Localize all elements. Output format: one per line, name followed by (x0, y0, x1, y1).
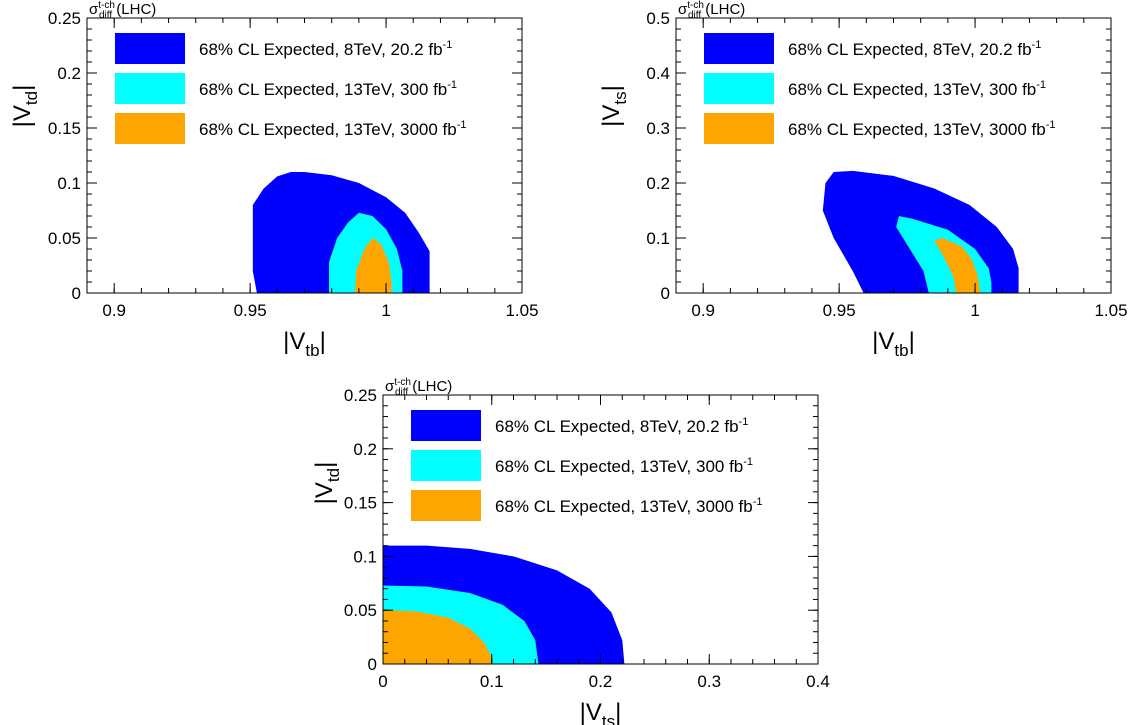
x-tick-label: 1.05 (505, 301, 538, 320)
legend-label-2: 68% CL Expected, 13TeV, 3000 fb-1 (199, 119, 467, 139)
x-tick-label: 1.05 (1094, 301, 1127, 320)
y-tick-label: 0.2 (646, 174, 670, 193)
legend-label-2: 68% CL Expected, 13TeV, 3000 fb-1 (495, 496, 763, 516)
chart-vtd-vs-vtb: 0.9 0.95 1 1.05 0 0.05 0.1 0.15 0.2 0.25 σt-ch diff… (9, 0, 539, 360)
y-tick-label: 0.15 (344, 494, 377, 513)
legend-label-0: 68% CL Expected, 8TeV, 20.2 fb-1 (788, 39, 1041, 59)
legend-label-2: 68% CL Expected, 13TeV, 3000 fb-1 (788, 119, 1056, 139)
x-tick-label: 1 (381, 301, 390, 320)
y-tick-label: 0.05 (344, 601, 377, 620)
x-axis-label: |Vts| (580, 699, 622, 725)
contour-region-2 (934, 238, 981, 293)
x-axis-label: |Vtb| (283, 328, 326, 360)
y-tick-label: 0 (661, 284, 670, 303)
chart-header: σt-ch diff (LHC) (678, 0, 745, 21)
legend-swatch-1 (115, 73, 185, 104)
y-tick-label: 0.2 (353, 440, 377, 459)
legend-swatch-2 (411, 490, 481, 521)
legend-swatch-1 (704, 73, 774, 104)
y-tick-label: 0.2 (57, 64, 81, 83)
y-axis-label: |Vtd| (9, 85, 41, 128)
y-tick-label: 0.05 (48, 229, 81, 248)
y-tick-label: 0.1 (353, 547, 377, 566)
y-tick-label: 0.15 (48, 119, 81, 138)
chart-header: σt-ch diff (LHC) (89, 0, 156, 21)
x-tick-label: 0.95 (823, 301, 856, 320)
y-tick-label: 0.1 (646, 229, 670, 248)
x-tick-label: 0.4 (806, 672, 830, 691)
x-axis-label: |Vtb| (872, 328, 915, 360)
x-tick-label: 0.9 (691, 301, 715, 320)
legend-swatch-0 (411, 410, 481, 441)
x-tick-label: 0 (378, 672, 387, 691)
chart-header: σt-ch diff (LHC) (385, 377, 452, 398)
y-tick-label: 0.5 (646, 9, 670, 28)
y-tick-label: 0.4 (646, 64, 670, 83)
x-tick-label: 0.1 (480, 672, 504, 691)
contour-region-2 (383, 610, 492, 664)
x-tick-label: 1 (970, 301, 979, 320)
legend-label-0: 68% CL Expected, 8TeV, 20.2 fb-1 (199, 39, 452, 59)
y-tick-label: 0 (368, 655, 377, 674)
legend-label-1: 68% CL Expected, 13TeV, 300 fb-1 (495, 456, 753, 476)
y-axis-label: |Vts| (598, 85, 630, 127)
legend-swatch-2 (115, 113, 185, 144)
legend-swatch-1 (411, 450, 481, 481)
y-tick-label: 0 (72, 284, 81, 303)
contour-region-2 (354, 238, 392, 293)
legend-swatch-0 (115, 33, 185, 64)
y-tick-label: 0.3 (646, 119, 670, 138)
legend-label-0: 68% CL Expected, 8TeV, 20.2 fb-1 (495, 416, 748, 436)
y-axis-label: |Vtd| (311, 462, 343, 505)
y-tick-label: 0.25 (344, 386, 377, 405)
x-tick-label: 0.2 (589, 672, 613, 691)
x-tick-label: 0.3 (697, 672, 721, 691)
y-tick-label: 0.25 (48, 9, 81, 28)
x-tick-label: 0.95 (234, 301, 267, 320)
y-tick-label: 0.1 (57, 174, 81, 193)
legend-swatch-0 (704, 33, 774, 64)
legend-label-1: 68% CL Expected, 13TeV, 300 fb-1 (199, 79, 457, 99)
chart-vts-vs-vtb: 0.9 0.95 1 1.05 0 0.1 0.2 0.3 0.4 0.5 σt-ch diff (L… (598, 0, 1128, 360)
legend-label-1: 68% CL Expected, 13TeV, 300 fb-1 (788, 79, 1046, 99)
chart-vtd-vs-vts: 0 0.1 0.2 0.3 0.4 0 0.05 0.1 0.15 0.2 0.25 σt-ch dif… (311, 377, 830, 725)
legend-swatch-2 (704, 113, 774, 144)
x-tick-label: 0.9 (102, 301, 126, 320)
